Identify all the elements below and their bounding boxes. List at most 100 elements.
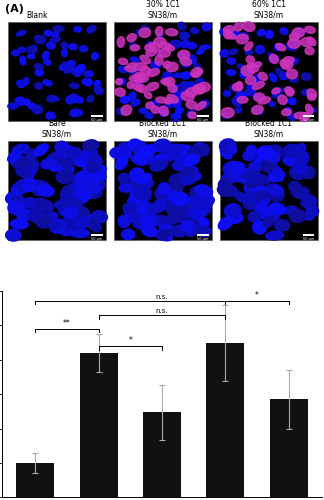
Ellipse shape bbox=[16, 180, 32, 192]
Ellipse shape bbox=[166, 28, 178, 36]
Ellipse shape bbox=[146, 82, 159, 91]
Text: 30% 1C1
SN38/m: 30% 1C1 SN38/m bbox=[146, 0, 180, 20]
Ellipse shape bbox=[284, 144, 300, 157]
Ellipse shape bbox=[74, 26, 81, 32]
Ellipse shape bbox=[290, 166, 307, 179]
Ellipse shape bbox=[82, 148, 97, 161]
Ellipse shape bbox=[26, 149, 38, 158]
Ellipse shape bbox=[69, 186, 83, 195]
Ellipse shape bbox=[30, 198, 48, 212]
Ellipse shape bbox=[136, 30, 142, 36]
Ellipse shape bbox=[134, 186, 151, 200]
Ellipse shape bbox=[254, 186, 268, 196]
Ellipse shape bbox=[223, 162, 240, 174]
Ellipse shape bbox=[305, 26, 315, 34]
Ellipse shape bbox=[227, 144, 237, 154]
Ellipse shape bbox=[82, 79, 88, 84]
Ellipse shape bbox=[78, 213, 94, 224]
Ellipse shape bbox=[146, 214, 161, 226]
Ellipse shape bbox=[110, 147, 128, 158]
Ellipse shape bbox=[155, 230, 172, 241]
Ellipse shape bbox=[69, 44, 77, 50]
Ellipse shape bbox=[244, 192, 256, 203]
Ellipse shape bbox=[296, 28, 305, 36]
Ellipse shape bbox=[281, 60, 293, 70]
Ellipse shape bbox=[9, 202, 22, 214]
Ellipse shape bbox=[151, 106, 159, 114]
Ellipse shape bbox=[132, 84, 143, 91]
Ellipse shape bbox=[159, 106, 168, 116]
Ellipse shape bbox=[193, 84, 205, 94]
Ellipse shape bbox=[182, 62, 190, 68]
Bar bbox=[8, 141, 106, 240]
Ellipse shape bbox=[59, 218, 76, 230]
Ellipse shape bbox=[187, 146, 203, 160]
Ellipse shape bbox=[226, 33, 236, 39]
Ellipse shape bbox=[228, 164, 243, 175]
Ellipse shape bbox=[145, 44, 155, 52]
Ellipse shape bbox=[44, 59, 51, 65]
Ellipse shape bbox=[115, 88, 125, 96]
Ellipse shape bbox=[192, 196, 207, 209]
Ellipse shape bbox=[130, 42, 137, 48]
Ellipse shape bbox=[30, 45, 37, 54]
Ellipse shape bbox=[194, 86, 205, 94]
Ellipse shape bbox=[50, 161, 62, 172]
Ellipse shape bbox=[241, 66, 254, 76]
Ellipse shape bbox=[159, 200, 175, 209]
Ellipse shape bbox=[157, 33, 163, 38]
Bar bbox=[114, 22, 212, 122]
Ellipse shape bbox=[149, 101, 159, 106]
Ellipse shape bbox=[288, 38, 300, 48]
Ellipse shape bbox=[83, 140, 98, 151]
Ellipse shape bbox=[134, 144, 148, 157]
Ellipse shape bbox=[17, 208, 32, 221]
Ellipse shape bbox=[285, 108, 292, 113]
Ellipse shape bbox=[307, 205, 318, 216]
Ellipse shape bbox=[306, 104, 313, 115]
Ellipse shape bbox=[12, 50, 19, 56]
Ellipse shape bbox=[193, 70, 203, 78]
Ellipse shape bbox=[119, 183, 133, 192]
Ellipse shape bbox=[255, 46, 265, 54]
Ellipse shape bbox=[147, 68, 159, 76]
Ellipse shape bbox=[139, 156, 158, 164]
Ellipse shape bbox=[40, 218, 52, 227]
Ellipse shape bbox=[180, 88, 187, 95]
Ellipse shape bbox=[221, 108, 234, 118]
Ellipse shape bbox=[45, 212, 58, 221]
Ellipse shape bbox=[43, 80, 52, 86]
Ellipse shape bbox=[18, 47, 25, 52]
Bar bbox=[303, 116, 314, 117]
Ellipse shape bbox=[35, 36, 42, 43]
Ellipse shape bbox=[186, 171, 201, 181]
Ellipse shape bbox=[268, 146, 284, 158]
Ellipse shape bbox=[121, 96, 130, 103]
Ellipse shape bbox=[74, 178, 84, 186]
Ellipse shape bbox=[57, 199, 69, 209]
Ellipse shape bbox=[191, 86, 200, 92]
Ellipse shape bbox=[76, 152, 89, 160]
Ellipse shape bbox=[283, 56, 294, 64]
Ellipse shape bbox=[171, 85, 179, 91]
Ellipse shape bbox=[173, 73, 183, 78]
Ellipse shape bbox=[62, 49, 67, 56]
Ellipse shape bbox=[56, 170, 74, 183]
Ellipse shape bbox=[167, 94, 178, 103]
Ellipse shape bbox=[53, 220, 68, 230]
Ellipse shape bbox=[228, 49, 238, 54]
Ellipse shape bbox=[256, 190, 268, 200]
Ellipse shape bbox=[257, 146, 273, 160]
Ellipse shape bbox=[291, 186, 307, 198]
Ellipse shape bbox=[258, 97, 271, 104]
Ellipse shape bbox=[141, 179, 154, 188]
Ellipse shape bbox=[254, 108, 263, 114]
Text: 50 μm: 50 μm bbox=[303, 237, 314, 241]
Ellipse shape bbox=[164, 73, 171, 77]
Ellipse shape bbox=[59, 206, 74, 216]
Ellipse shape bbox=[74, 206, 89, 217]
Ellipse shape bbox=[122, 230, 135, 239]
Ellipse shape bbox=[177, 95, 184, 101]
Ellipse shape bbox=[272, 88, 280, 94]
Ellipse shape bbox=[59, 226, 72, 236]
